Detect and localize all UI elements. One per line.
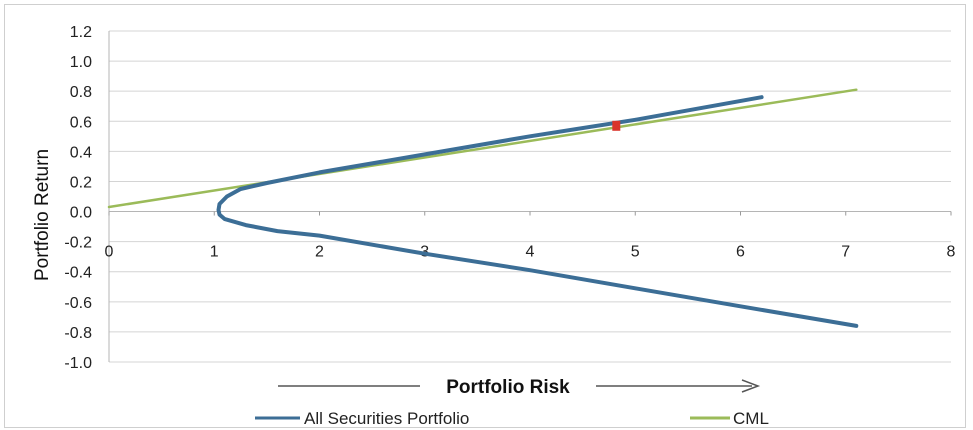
legend-label-cml: CML [733,409,769,428]
x-axis-label: Portfolio Risk [446,377,570,398]
gridlines [109,30,951,363]
y-axis-label: Portfolio Return [32,149,53,281]
legend: All Securities Portfolio CML [255,409,769,428]
x-tick-label: 5 [631,244,640,261]
x-tick-label: 2 [315,244,324,261]
y-tick-label: -0.8 [64,325,92,342]
y-tick-label: -0.6 [64,295,92,312]
legend-label-all-securities: All Securities Portfolio [304,409,469,428]
y-tick-label: 1.0 [70,54,92,71]
y-tick-label: 0.0 [70,205,92,222]
y-tick-label: 0.8 [70,84,92,101]
x-tick-label: 0 [105,244,114,261]
x-label-arrowhead [741,379,761,393]
y-tick-labels: 1.2 1.0 0.8 0.6 0.4 0.2 0.0 -0.2 -0.4 -0.6 -0.8 -1.… [64,24,92,372]
chart-frame [4,4,966,428]
y-tick-label: -0.4 [64,265,92,282]
y-tick-label: 0.6 [70,114,92,131]
series-line-all-securities [216,95,859,328]
y-tick-label: 0.2 [70,174,92,191]
x-tick-label: 8 [947,244,956,261]
tangency-point-marker [612,120,621,131]
x-tick-label: 4 [526,244,535,261]
series-group [107,88,859,328]
x-tick-label: 6 [736,244,745,261]
y-tick-label: 0.4 [70,144,92,161]
series-line-cml [107,88,858,209]
y-tick-label: 1.2 [70,24,92,41]
y-tick-label: -1.0 [64,355,92,372]
x-tick-label: 1 [210,244,219,261]
x-tick-label: 7 [841,244,850,261]
y-tick-label: -0.2 [64,235,92,252]
